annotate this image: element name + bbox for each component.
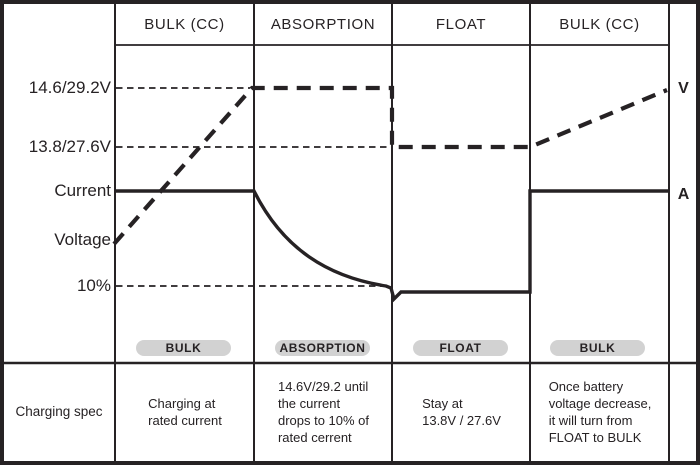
stage-pill-absorption: ABSORPTION [275, 340, 370, 356]
spec-cell-absorption: 14.6V/29.2 until the current drops to 10… [277, 378, 370, 445]
phase-header-absorption: ABSORPTION [270, 15, 376, 33]
voltage-curve [112, 85, 668, 246]
axis-label-voltage: Voltage [54, 230, 111, 249]
axis-label-absorption-voltage: 14.6/29.2V [28, 78, 111, 97]
phase-header-bulk-1: BULK (CC) [144, 15, 225, 33]
current-axis-letter: A [677, 186, 690, 203]
stage-pill-float: FLOAT [413, 340, 508, 356]
spec-cell-float: Stay at 13.8V / 27.6V [422, 395, 501, 428]
stage-pill-bulk-1: BULK [136, 340, 231, 356]
chart-curves [112, 85, 668, 303]
current-curve [114, 189, 668, 303]
axis-label-float-voltage: 13.8/27.6V [28, 137, 111, 156]
stage-pill-bulk-2: BULK [550, 340, 645, 356]
spec-cell-bulk-2: Once battery voltage decrease, it will t… [548, 378, 652, 445]
phase-header-bulk-2: BULK (CC) [559, 15, 640, 33]
spec-cell-bulk-1: Charging at rated current [148, 395, 222, 428]
voltage-axis-letter: V [678, 80, 689, 97]
axis-label-ten-percent: 10% [76, 276, 111, 295]
phase-header-float: FLOAT [435, 15, 487, 33]
axis-label-current: Current [54, 181, 111, 200]
spec-row-label: Charging spec [15, 404, 103, 419]
